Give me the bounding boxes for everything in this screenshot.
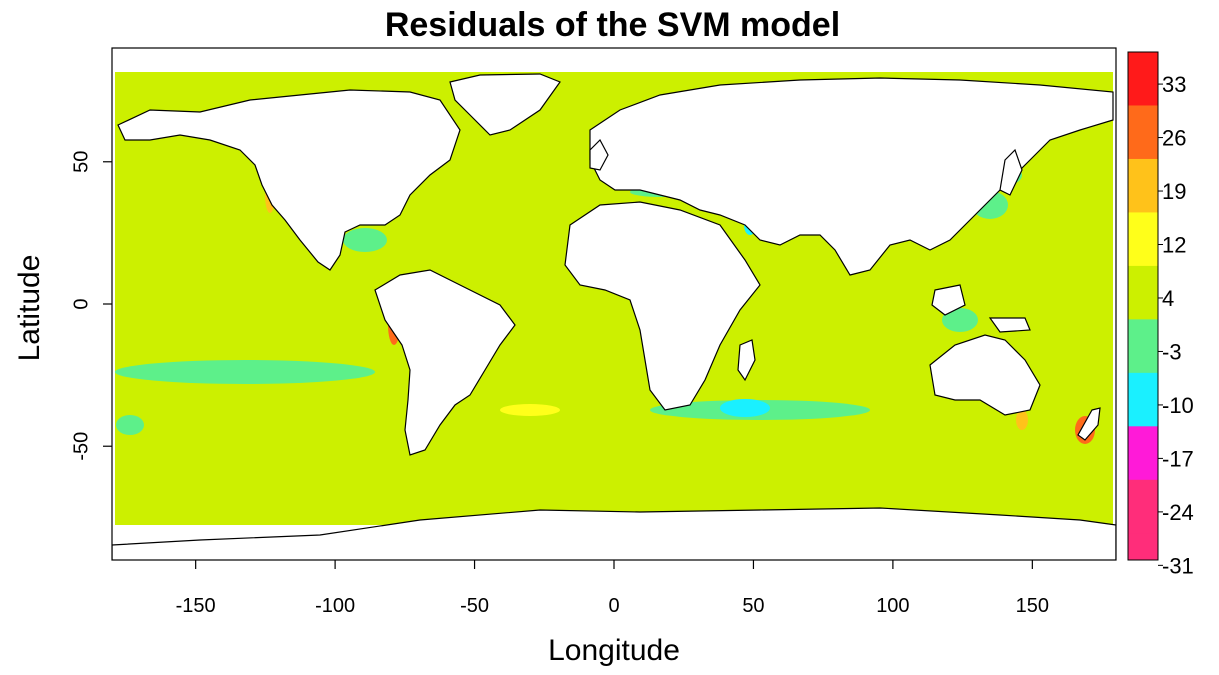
colorbar-swatch — [1128, 533, 1158, 560]
colorbar-label: -24 — [1162, 500, 1194, 525]
y-axis: -50 0 50 — [70, 151, 112, 461]
land-uk — [589, 139, 609, 171]
colorbar-label: -10 — [1162, 393, 1194, 418]
land-north-america — [117, 89, 461, 271]
colorbar-label: -3 — [1162, 339, 1182, 364]
anomaly-south-atlantic — [500, 404, 560, 416]
colorbar-swatch — [1128, 372, 1158, 427]
x-tick-label: -50 — [460, 595, 489, 617]
colorbar-label: -17 — [1162, 446, 1194, 471]
anomaly-tasmania — [1016, 410, 1028, 430]
anomaly-sw-pacific-edge — [116, 415, 144, 435]
colorbar-frame — [1127, 51, 1159, 561]
y-tick-label: 0 — [70, 298, 92, 309]
colorbar-label: 26 — [1162, 126, 1186, 151]
colorbar-swatch — [1128, 105, 1158, 160]
land-africa — [564, 201, 761, 411]
colorbar: 33 26 19 12 4 -3 -10 -17 -24 -31 — [1127, 51, 1194, 578]
x-tick-label: 50 — [742, 595, 764, 617]
land-borneo — [931, 284, 966, 316]
colorbar-swatch — [1128, 479, 1158, 534]
anomaly-southern-indian-strong — [720, 399, 770, 417]
colorbar-swatch — [1128, 158, 1158, 213]
colorbar-swatch — [1128, 319, 1158, 374]
x-axis-label: Longitude — [548, 634, 680, 667]
anomaly-gulf-of-mexico — [343, 228, 387, 252]
colorbar-swatch — [1128, 212, 1158, 267]
land-eurasia — [589, 77, 1114, 276]
colorbar-swatch — [1128, 52, 1158, 106]
land-japan — [999, 148, 1023, 196]
land-greenland — [449, 73, 561, 136]
colorbar-label: 19 — [1162, 179, 1186, 204]
colorbar-swatch — [1128, 265, 1158, 320]
chart-title: Residuals of the SVM model — [384, 6, 841, 44]
land-new-zealand — [1077, 407, 1101, 441]
colorbar-label: 4 — [1162, 286, 1174, 311]
y-tick-label: -50 — [70, 432, 92, 461]
land-antarctica — [112, 507, 1116, 560]
colorbar-swatch — [1128, 426, 1158, 481]
colorbar-label: 12 — [1162, 233, 1186, 258]
land-new-guinea — [988, 317, 1031, 333]
x-tick-label: -100 — [315, 595, 355, 617]
colorbar-label: -31 — [1162, 553, 1194, 578]
anomaly-indonesia — [942, 308, 978, 332]
residual-anomalies — [115, 135, 1095, 444]
land-south-america — [374, 269, 516, 456]
land-australia — [929, 334, 1041, 416]
x-tick-label: -150 — [176, 595, 216, 617]
x-tick-label: 150 — [1016, 595, 1049, 617]
land-masses — [112, 73, 1116, 560]
y-tick-label: 50 — [70, 151, 92, 173]
x-tick-label: 0 — [608, 595, 619, 617]
anomaly-south-pacific — [115, 360, 375, 384]
x-tick-label: 100 — [876, 595, 909, 617]
x-axis: -150 -100 -50 0 50 100 150 — [176, 560, 1049, 617]
land-madagascar — [737, 339, 756, 382]
colorbar-label: 33 — [1162, 72, 1186, 97]
